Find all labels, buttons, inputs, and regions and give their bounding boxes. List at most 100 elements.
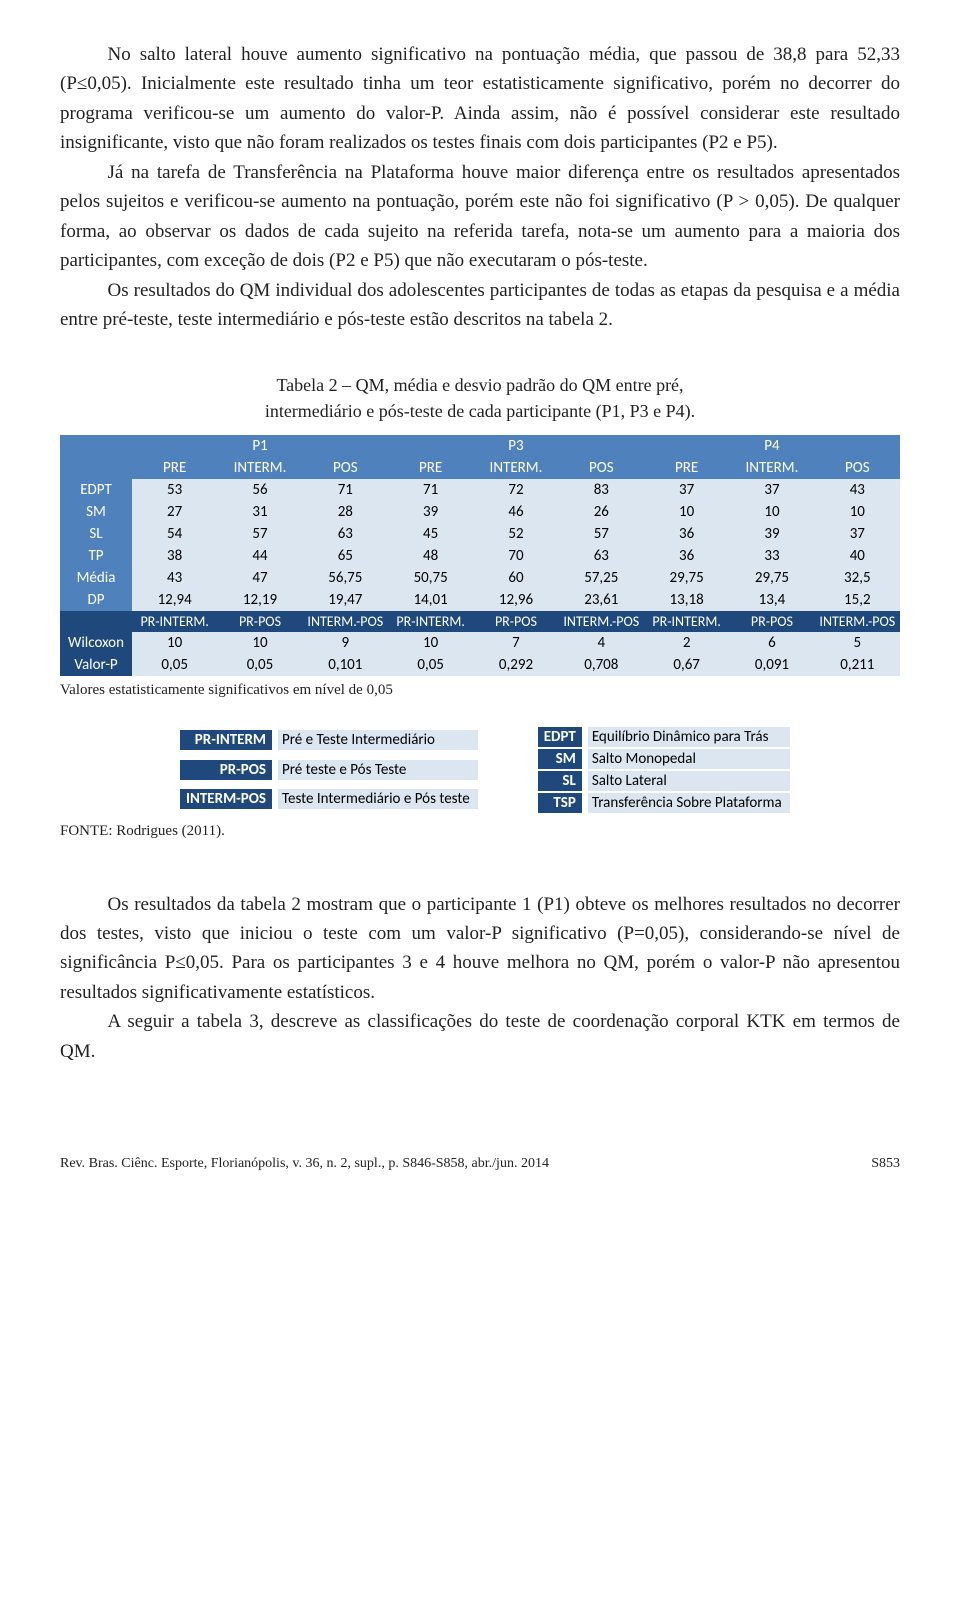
paragraph-2: Já na tarefa de Transferência na Platafo… — [60, 158, 900, 276]
table-cell: 13,4 — [729, 589, 814, 611]
th-group-p1: P1 — [132, 435, 388, 457]
th-sub: POS — [303, 457, 388, 479]
table-cell: 57 — [217, 523, 302, 545]
table-cell: 19,47 — [303, 589, 388, 611]
table-cell: 65 — [303, 545, 388, 567]
table-cell: 29,75 — [729, 567, 814, 589]
row-label: TP — [60, 545, 132, 567]
table-cell: 10 — [388, 632, 473, 654]
table-cell: 0,05 — [132, 654, 217, 676]
table-cell: 12,96 — [473, 589, 558, 611]
th-stat: INTERM.-POS — [303, 611, 388, 632]
table-cell: 0,708 — [559, 654, 644, 676]
table-cell: 36 — [644, 523, 729, 545]
table-row: Valor-P0,050,050,1010,050,2920,7080,670,… — [60, 654, 900, 676]
table-cell: 31 — [217, 501, 302, 523]
caption-line-1: Tabela 2 – QM, média e desvio padrão do … — [276, 375, 683, 395]
table-cell: 0,67 — [644, 654, 729, 676]
legend-value: Equilíbrio Dinâmico para Trás — [588, 727, 790, 747]
th-sub: POS — [559, 457, 644, 479]
legend-left: PR-INTERMPré e Teste IntermediárioPR-POS… — [180, 727, 478, 813]
table-cell: 56,75 — [303, 567, 388, 589]
table-cell: 0,05 — [388, 654, 473, 676]
table-cell: 72 — [473, 479, 558, 501]
legend-value: Salto Lateral — [588, 771, 790, 791]
table-cell: 71 — [388, 479, 473, 501]
legend-key: SM — [538, 749, 582, 769]
table-row: Wilcoxon101091074265 — [60, 632, 900, 654]
row-label: Valor-P — [60, 654, 132, 676]
table-cell: 48 — [388, 545, 473, 567]
legend-value: Pré teste e Pós Teste — [278, 760, 478, 780]
table-2-caption: Tabela 2 – QM, média e desvio padrão do … — [60, 372, 900, 424]
legend-key: TSP — [538, 793, 582, 813]
table-cell: 37 — [729, 479, 814, 501]
th-stat: INTERM.-POS — [559, 611, 644, 632]
row-label: EDPT — [60, 479, 132, 501]
table-cell: 0,101 — [303, 654, 388, 676]
table-row: Média434756,7550,756057,2529,7529,7532,5 — [60, 567, 900, 589]
row-label: Wilcoxon — [60, 632, 132, 654]
table-cell: 37 — [815, 523, 900, 545]
paragraph-4: Os resultados da tabela 2 mostram que o … — [60, 890, 900, 1008]
table-cell: 33 — [729, 545, 814, 567]
th-sub: INTERM. — [473, 457, 558, 479]
th-stat: PR-INTERM. — [132, 611, 217, 632]
th-sub: PRE — [388, 457, 473, 479]
table-cell: 23,61 — [559, 589, 644, 611]
table-cell: 10 — [644, 501, 729, 523]
th-stat: PR-INTERM. — [388, 611, 473, 632]
table-row: DP12,9412,1919,4714,0112,9623,6113,1813,… — [60, 589, 900, 611]
table-cell: 5 — [815, 632, 900, 654]
table-2: P1 P3 P4 PRE INTERM. POS PRE INTERM. POS… — [60, 435, 900, 676]
row-label: Média — [60, 567, 132, 589]
table-cell: 2 — [644, 632, 729, 654]
th-stat: PR-POS — [473, 611, 558, 632]
table-cell: 0,091 — [729, 654, 814, 676]
table-cell: 43 — [815, 479, 900, 501]
table-header-stats: PR-INTERM. PR-POS INTERM.-POS PR-INTERM.… — [60, 611, 900, 632]
th-sub: PRE — [644, 457, 729, 479]
legend-key: EDPT — [538, 727, 582, 747]
table-cell: 44 — [217, 545, 302, 567]
legend-value: Teste Intermediário e Pós teste — [278, 789, 478, 809]
th-blank2 — [60, 457, 132, 479]
legend-value: Transferência Sobre Plataforma — [588, 793, 790, 813]
table-cell: 39 — [729, 523, 814, 545]
table-cell: 13,18 — [644, 589, 729, 611]
th-stat: PR-POS — [729, 611, 814, 632]
th-stat: PR-POS — [217, 611, 302, 632]
table-cell: 29,75 — [644, 567, 729, 589]
table-cell: 4 — [559, 632, 644, 654]
table-cell: 47 — [217, 567, 302, 589]
footer-citation: Rev. Bras. Ciênc. Esporte, Florianópolis… — [60, 1156, 549, 1172]
table-cell: 12,94 — [132, 589, 217, 611]
table-cell: 56 — [217, 479, 302, 501]
legend-right: EDPT Equilíbrio Dinâmico para Trás SM Salto… — [538, 727, 790, 813]
table-cell: 54 — [132, 523, 217, 545]
table-cell: 14,01 — [388, 589, 473, 611]
paragraph-3: Os resultados do QM individual dos adole… — [60, 276, 900, 335]
th-sub: INTERM. — [217, 457, 302, 479]
table-cell: 52 — [473, 523, 558, 545]
table-cell: 26 — [559, 501, 644, 523]
table-cell: 37 — [644, 479, 729, 501]
table-cell: 15,2 — [815, 589, 900, 611]
th-sub: POS — [815, 457, 900, 479]
th-sub: PRE — [132, 457, 217, 479]
table-cell: 71 — [303, 479, 388, 501]
table-cell: 39 — [388, 501, 473, 523]
paragraph-1: No salto lateral houve aumento significa… — [60, 40, 900, 158]
table-source: FONTE: Rodrigues (2011). — [60, 823, 900, 840]
legend-key: INTERM-POS — [180, 789, 272, 809]
table-cell: 0,05 — [217, 654, 302, 676]
th-stat: PR-INTERM. — [644, 611, 729, 632]
table-row: TP384465487063363340 — [60, 545, 900, 567]
page-footer: Rev. Bras. Ciênc. Esporte, Florianópolis… — [60, 1156, 900, 1172]
table-cell: 53 — [132, 479, 217, 501]
table-cell: 7 — [473, 632, 558, 654]
table-cell: 28 — [303, 501, 388, 523]
table-row: SL545763455257363937 — [60, 523, 900, 545]
table-cell: 57,25 — [559, 567, 644, 589]
table-footnote: Valores estatisticamente significativos … — [60, 682, 900, 699]
